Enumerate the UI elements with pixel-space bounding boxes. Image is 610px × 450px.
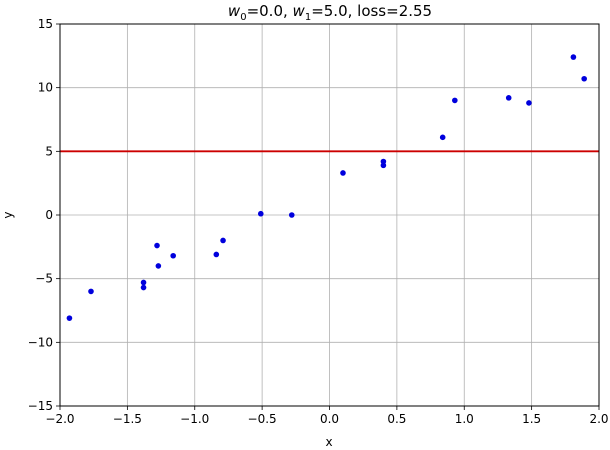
data-point [452, 97, 458, 104]
y-tick-label: −10 [28, 335, 53, 349]
data-point [213, 251, 220, 258]
axis-ticks: −2.0 −1.5 −1.0 −0.5 0.0 0.5 1.0 1.5 2.0 −15 −10 −5 0… [28, 17, 609, 426]
data-point [288, 212, 295, 218]
data-point [220, 237, 226, 244]
title-w1-value: =5.0, loss=2.55 [311, 2, 432, 20]
title-w0-symbol: w [228, 2, 241, 20]
x-tick-label: −0.5 [248, 412, 277, 426]
title-w0-value: =0.0, [247, 2, 293, 20]
x-tick-label: 2.0 [589, 412, 608, 426]
x-tick-label: 0.0 [320, 412, 339, 426]
data-point [88, 288, 94, 295]
title-w1-subscript: 1 [305, 12, 311, 23]
data-point [526, 100, 532, 106]
data-point [570, 54, 577, 60]
x-tick-label: −1.0 [180, 412, 209, 426]
y-tick-label: −15 [28, 399, 53, 413]
data-point [155, 263, 162, 269]
data-points [66, 54, 587, 321]
data-point [140, 279, 147, 286]
y-axis-label: y [1, 211, 15, 218]
x-tick-label: 0.5 [387, 412, 406, 426]
data-point [257, 210, 264, 217]
x-axis-label: x [325, 435, 332, 449]
y-tick-label: 15 [38, 17, 53, 31]
x-tick-label: −1.5 [113, 412, 142, 426]
chart-title: w0=0.0, w1=5.0, loss=2.55 [228, 2, 432, 23]
data-point [170, 252, 176, 259]
data-point [439, 134, 446, 141]
x-tick-label: 1.0 [455, 412, 474, 426]
y-tick-label: −5 [35, 272, 53, 286]
y-tick-label: 10 [38, 81, 53, 95]
data-point [340, 170, 346, 176]
data-point [140, 284, 147, 291]
y-tick-label: 5 [45, 144, 53, 158]
data-point [581, 75, 587, 82]
data-point [380, 158, 387, 165]
data-point [154, 242, 160, 249]
data-point [505, 95, 512, 101]
x-tick-label: −2.0 [45, 412, 74, 426]
grid [59, 23, 600, 407]
x-tick-label: 1.5 [522, 412, 541, 426]
data-point [66, 315, 73, 321]
title-w1-symbol: w [293, 2, 306, 20]
y-tick-label: 0 [45, 208, 53, 222]
title-w0-subscript: 0 [240, 12, 246, 23]
